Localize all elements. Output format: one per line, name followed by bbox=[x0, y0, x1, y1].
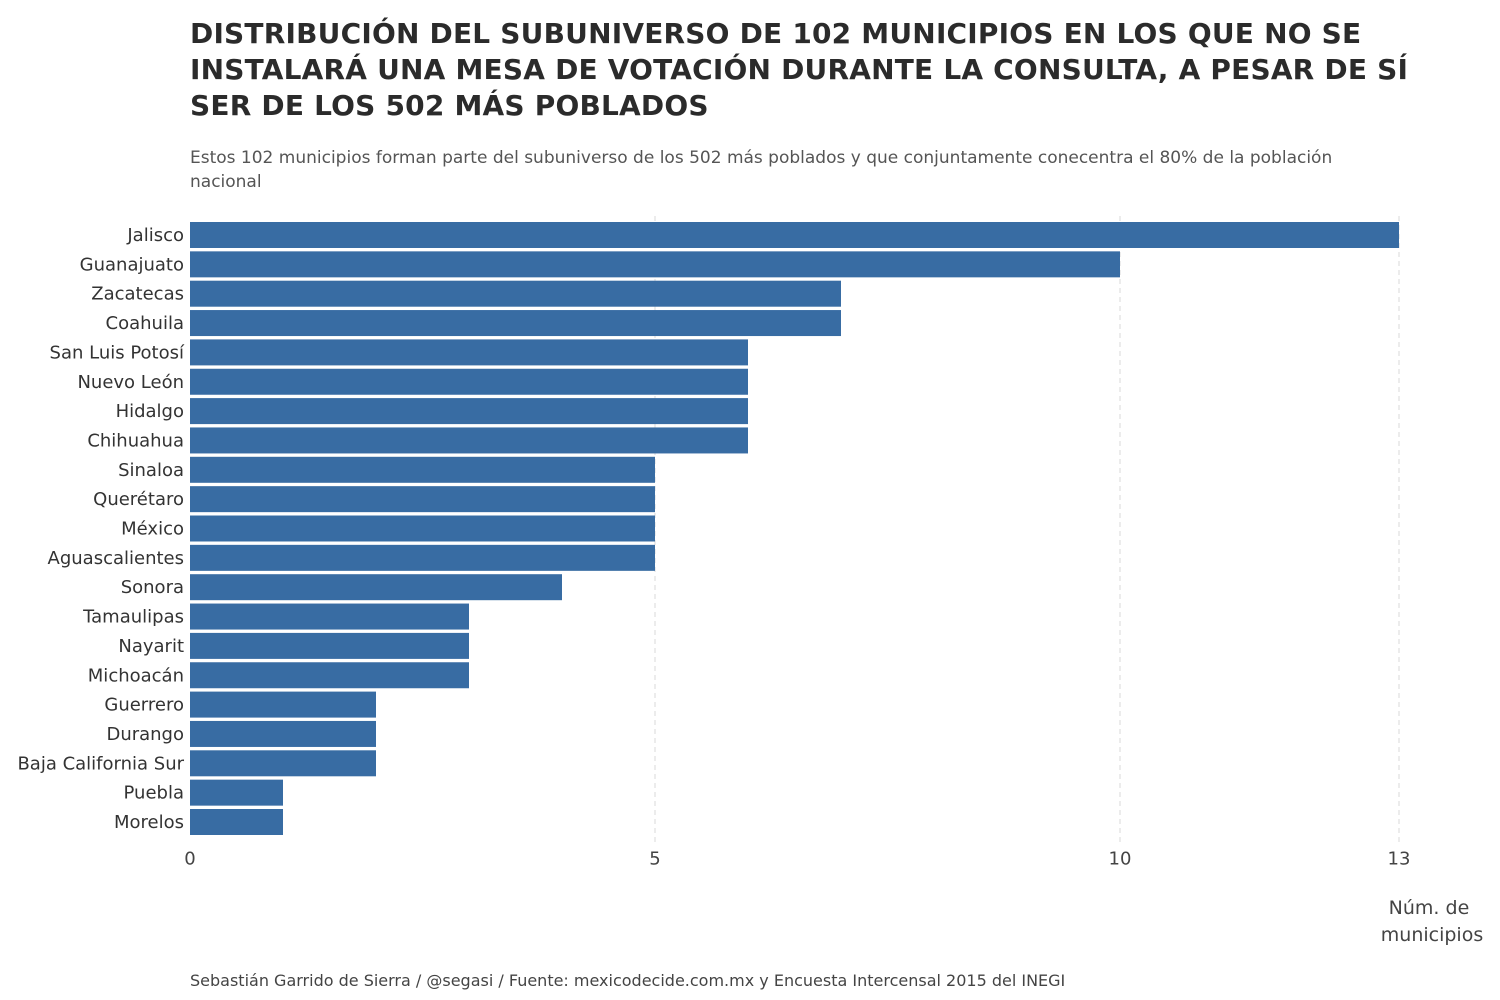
bar bbox=[190, 544, 655, 571]
category-label: Nayarit bbox=[118, 636, 184, 657]
bar bbox=[190, 574, 562, 601]
x-tick-label: 5 bbox=[649, 848, 660, 869]
category-labels: Jalisco Guanajuato Zacatecas Coahuila San Lu… bbox=[17, 225, 185, 833]
x-axis-title-line-2: municipios bbox=[1381, 924, 1483, 946]
bar bbox=[190, 809, 283, 835]
bar bbox=[190, 368, 748, 395]
category-label: Querétaro bbox=[93, 489, 184, 510]
bar bbox=[190, 339, 748, 366]
category-label: México bbox=[121, 519, 184, 540]
bar bbox=[190, 662, 469, 689]
category-label: Michoacán bbox=[88, 665, 184, 686]
bar bbox=[190, 779, 283, 806]
x-tick-label: 10 bbox=[1109, 848, 1132, 869]
bar bbox=[190, 632, 469, 659]
category-label: Durango bbox=[106, 724, 184, 745]
bar bbox=[190, 750, 376, 777]
chart-subtitle: Estos 102 municipios forman parte del su… bbox=[190, 148, 1333, 192]
bar bbox=[190, 222, 1399, 248]
bar bbox=[190, 310, 841, 337]
bar bbox=[190, 603, 469, 630]
chart-title: DISTRIBUCIÓN DEL SUBUNIVERSO DE 102 MUNI… bbox=[190, 17, 1409, 122]
category-label: Zacatecas bbox=[91, 284, 184, 305]
bar bbox=[190, 515, 655, 542]
bar bbox=[190, 280, 841, 307]
category-label: San Luis Potosí bbox=[50, 342, 185, 363]
bar bbox=[190, 456, 655, 483]
bar bbox=[190, 486, 655, 513]
bar bbox=[190, 691, 376, 718]
category-label: Tamaulipas bbox=[82, 607, 184, 628]
category-label: Coahuila bbox=[106, 313, 184, 334]
bar-chart: Jalisco Guanajuato Zacatecas Coahuila San Lu… bbox=[17, 216, 1483, 946]
category-label: Sinaloa bbox=[118, 460, 184, 481]
category-label: Jalisco bbox=[126, 225, 184, 246]
x-tick-label: 0 bbox=[184, 848, 195, 869]
category-label: Aguascalientes bbox=[48, 548, 184, 569]
category-label: Nuevo León bbox=[77, 372, 184, 393]
bar bbox=[190, 398, 748, 425]
chart-caption: Sebastián Garrido de Sierra / @segasi / … bbox=[190, 971, 1066, 990]
x-axis-title-line-1: Núm. de bbox=[1389, 897, 1470, 919]
x-tick-labels: 0 5 10 13 bbox=[184, 848, 1410, 869]
bar bbox=[190, 251, 1120, 278]
bar bbox=[190, 427, 748, 454]
x-tick-label: 13 bbox=[1388, 848, 1411, 869]
category-label: Chihuahua bbox=[87, 430, 184, 451]
category-label: Guanajuato bbox=[80, 254, 184, 275]
category-label: Hidalgo bbox=[116, 401, 184, 422]
x-axis-title: Núm. de municipios bbox=[1381, 897, 1483, 946]
category-label: Baja California Sur bbox=[17, 753, 184, 774]
category-label: Morelos bbox=[114, 812, 184, 833]
grid-lines bbox=[654, 216, 1400, 843]
category-label: Guerrero bbox=[104, 695, 184, 716]
category-label: Sonora bbox=[121, 577, 184, 598]
category-label: Puebla bbox=[124, 783, 184, 804]
bar bbox=[190, 720, 376, 747]
bars bbox=[190, 222, 1399, 835]
